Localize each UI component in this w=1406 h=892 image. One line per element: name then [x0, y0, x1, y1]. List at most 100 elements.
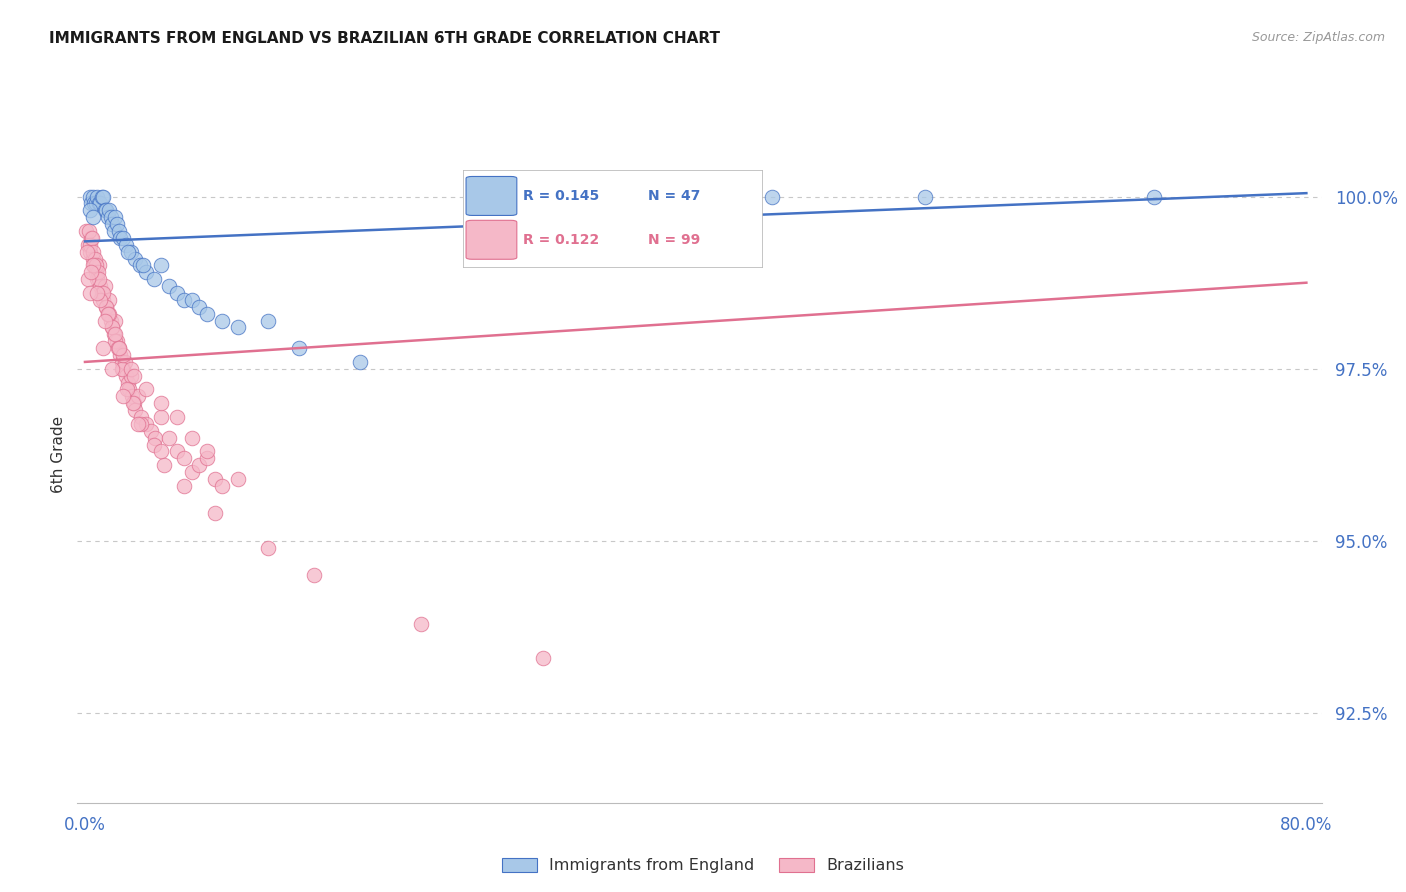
Point	[83, 196, 105, 211]
Point	[83, 252, 105, 266]
Point	[211, 479, 233, 493]
Text: N = 99: N = 99	[648, 233, 700, 247]
Point	[173, 293, 195, 307]
Point	[91, 286, 114, 301]
Point	[87, 265, 110, 279]
Point	[89, 279, 111, 293]
Point	[103, 327, 125, 342]
Point	[77, 272, 100, 286]
FancyBboxPatch shape	[465, 220, 517, 260]
Point	[77, 237, 100, 252]
Point	[96, 203, 118, 218]
Point	[118, 383, 141, 397]
Point	[120, 368, 142, 383]
Point	[86, 286, 108, 301]
Point	[195, 444, 218, 458]
Point	[204, 472, 226, 486]
Point	[79, 237, 101, 252]
Point	[110, 355, 132, 369]
Point	[127, 389, 149, 403]
Point	[531, 651, 554, 665]
Point	[409, 616, 432, 631]
Point	[188, 300, 211, 314]
Point	[77, 224, 100, 238]
Point	[104, 327, 127, 342]
Point	[131, 410, 153, 425]
Point	[100, 320, 122, 334]
Point	[111, 361, 134, 376]
Point	[79, 203, 101, 218]
Point	[94, 279, 117, 293]
Point	[122, 396, 145, 410]
Point	[97, 211, 120, 225]
Point	[105, 217, 128, 231]
Point	[173, 451, 195, 466]
Point	[135, 417, 157, 431]
Point	[150, 396, 173, 410]
Point	[195, 451, 218, 466]
Point	[142, 437, 165, 451]
Point	[112, 231, 135, 245]
Point	[166, 410, 188, 425]
Point	[105, 334, 128, 349]
Point	[80, 231, 103, 245]
Point	[257, 313, 280, 327]
Point	[82, 259, 104, 273]
Point	[76, 224, 98, 238]
Point	[135, 383, 157, 397]
Point	[166, 286, 188, 301]
Point	[761, 189, 783, 203]
Point	[76, 244, 98, 259]
Point	[142, 272, 165, 286]
Point	[180, 465, 202, 479]
Point	[117, 244, 139, 259]
Point	[120, 244, 142, 259]
FancyBboxPatch shape	[465, 177, 517, 216]
Point	[349, 355, 371, 369]
Point	[180, 431, 202, 445]
Point	[122, 368, 145, 383]
Point	[91, 341, 114, 355]
Point	[127, 417, 149, 431]
Text: N = 47: N = 47	[648, 189, 700, 203]
Point	[107, 341, 129, 355]
Point	[104, 334, 127, 349]
Point	[157, 279, 180, 293]
Point	[89, 293, 111, 307]
Point	[90, 286, 112, 301]
Point	[97, 307, 120, 321]
Point	[91, 293, 114, 307]
Point	[112, 348, 135, 362]
Point	[94, 313, 117, 327]
Point	[150, 444, 173, 458]
Point	[153, 458, 176, 473]
Point	[257, 541, 280, 555]
Point	[115, 237, 138, 252]
Point	[112, 361, 135, 376]
Point	[94, 203, 117, 218]
Point	[302, 568, 325, 582]
Point	[80, 265, 103, 279]
Point	[86, 189, 108, 203]
Point	[188, 458, 211, 473]
Point	[87, 259, 110, 273]
Point	[122, 396, 145, 410]
Point	[114, 355, 136, 369]
Point	[103, 224, 125, 238]
Point	[97, 307, 120, 321]
Point	[166, 444, 188, 458]
Point	[112, 389, 135, 403]
Point	[129, 259, 152, 273]
Point	[120, 361, 142, 376]
Point	[1143, 189, 1166, 203]
Point	[80, 196, 103, 211]
Point	[115, 368, 138, 383]
Point	[94, 300, 117, 314]
Point	[180, 293, 202, 307]
Point	[139, 424, 162, 438]
Point	[97, 307, 120, 321]
Point	[79, 244, 101, 259]
Point	[107, 341, 129, 355]
Point	[89, 196, 111, 211]
Point	[211, 313, 233, 327]
